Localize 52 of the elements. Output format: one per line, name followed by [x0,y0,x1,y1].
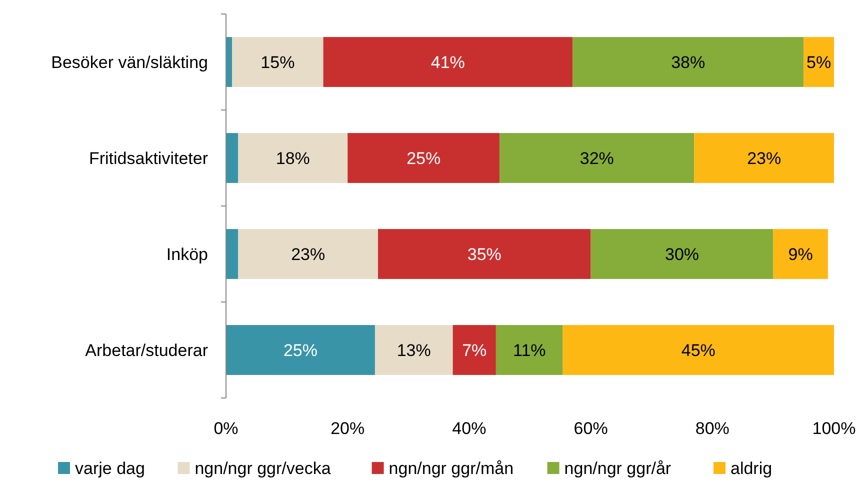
x-tick-label: 40% [452,419,486,438]
bar [226,37,232,87]
x-tick-label: 100% [812,419,856,438]
legend-label: ngn/ngr ggr/vecka [194,458,332,478]
x-tick-label: 20% [330,419,365,438]
data-label: 35% [467,244,502,264]
bar [452,325,496,375]
y-tick-label: Inköp [166,244,208,264]
data-label: 41% [430,52,465,72]
bar [773,229,828,279]
x-tick-label: 0% [214,419,238,438]
legend-label: aldrig [730,458,772,478]
x-tick-label: 60% [574,419,608,438]
bar [374,325,453,375]
legend-label: ngn/ngr ggr/år [564,458,672,478]
data-label: 25% [406,148,441,168]
bar [804,37,834,87]
data-label: 13% [396,340,431,360]
data-label: 18% [276,148,310,168]
bar [500,133,694,183]
data-label: 32% [580,148,614,168]
legend-label: ngn/ngr ggr/mån [388,458,514,478]
y-tick-label: Besöker vän/släkting [51,52,208,72]
bar [238,229,378,279]
data-label: 9% [788,244,813,264]
data-label: 23% [747,148,782,168]
bar [232,37,324,87]
y-tick-label: Fritidsaktiviteter [88,148,208,168]
bar [572,37,804,87]
legend-label: varje dag [75,458,145,478]
y-tick-label: Arbetar/studerar [85,340,208,360]
data-label: 5% [806,52,832,72]
data-label: 11% [513,340,546,360]
data-label: 38% [671,52,706,72]
bar [323,37,573,87]
bar [694,133,834,183]
bar [590,229,774,279]
bar [226,133,238,183]
bar [348,133,500,183]
bar [378,229,591,279]
data-label: 7% [462,340,487,360]
data-label: 25% [283,340,318,360]
x-tick-label: 80% [695,419,730,438]
bar [226,325,375,375]
data-label: 45% [681,340,716,360]
data-label: 15% [260,52,295,72]
bar [496,325,563,375]
bar [226,229,238,279]
data-label: 23% [291,244,326,264]
bar [238,133,348,183]
data-label: 30% [664,244,700,264]
bar [562,325,834,375]
